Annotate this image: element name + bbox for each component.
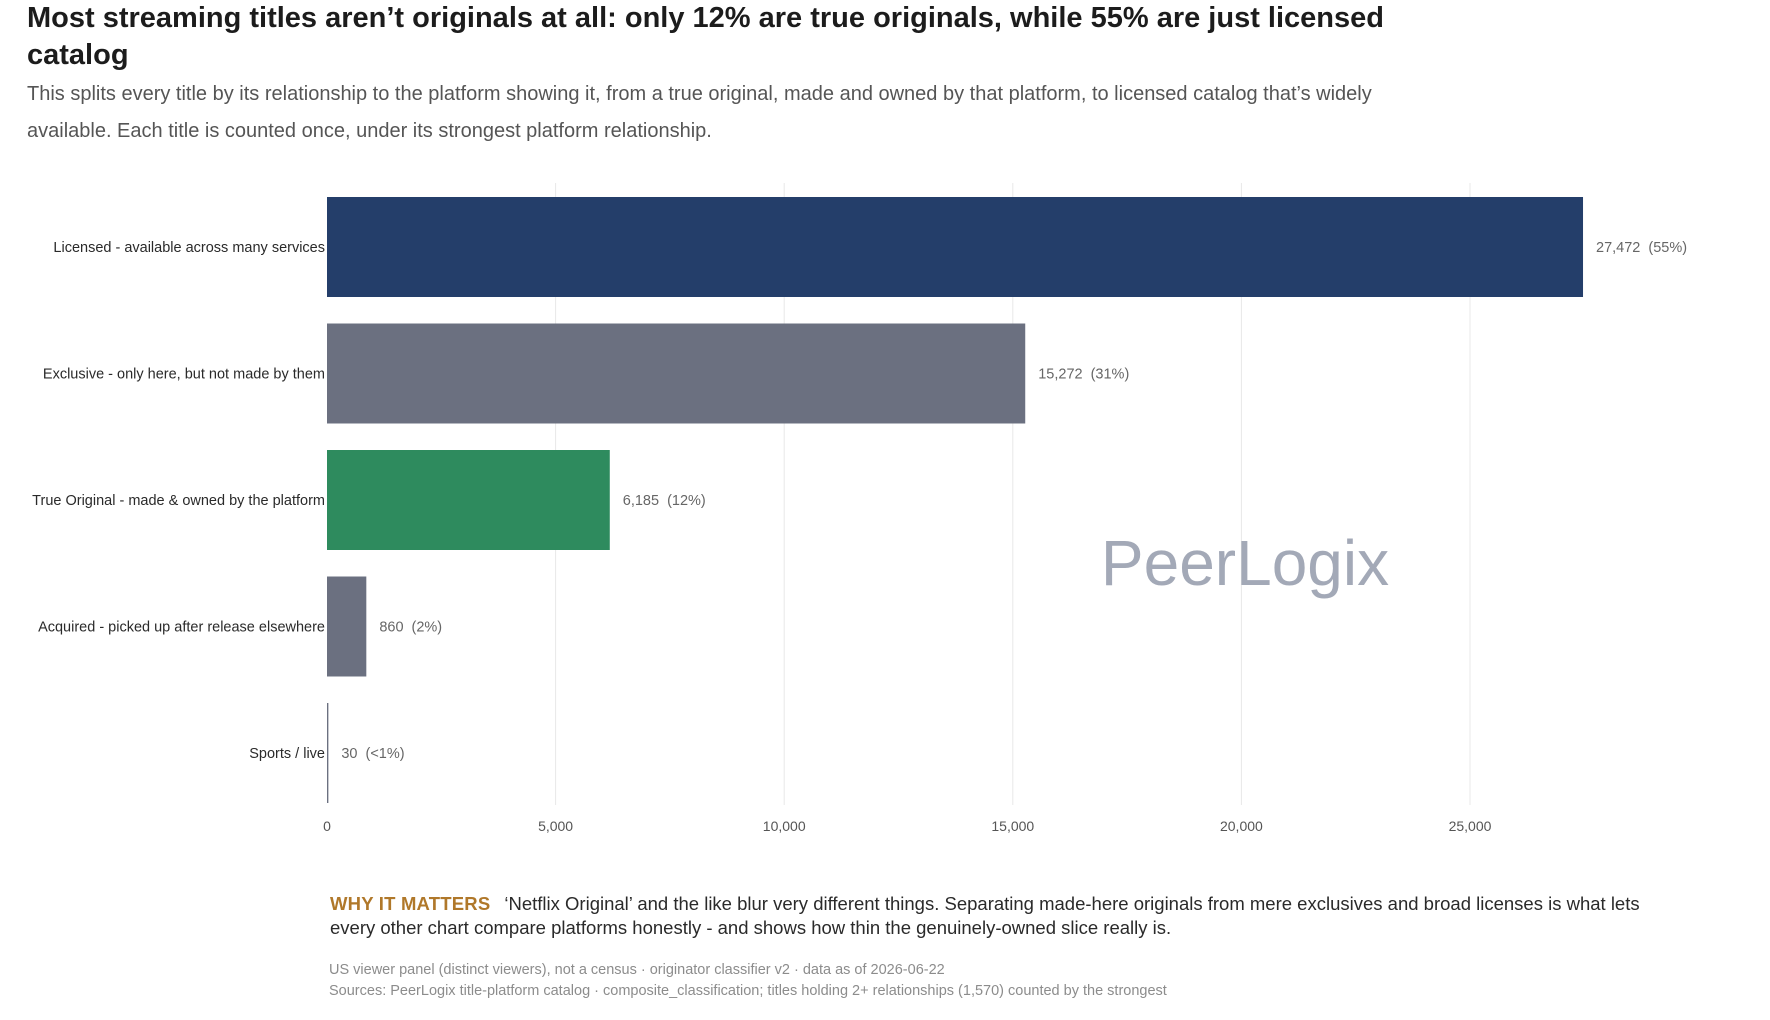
x-tick-label: 15,000: [991, 818, 1034, 834]
x-tick-label: 5,000: [538, 818, 573, 834]
category-label: True Original - made & owned by the plat…: [32, 493, 325, 509]
footnote-sources: Sources: PeerLogix title-platform catalo…: [329, 983, 1167, 999]
value-share: (12%): [667, 493, 706, 509]
value-labels: 27,472 (55%) 15,272 (31%) 6,185 (12%) 860 (2%) 3…: [341, 240, 1687, 762]
x-tick-label: 25,000: [1449, 818, 1492, 834]
bar: [327, 197, 1584, 297]
why-it-matters-label: WHY IT MATTERS: [330, 893, 491, 914]
value-label: 30 (<1%): [341, 746, 404, 762]
value-count: 860: [379, 620, 403, 636]
bar: [327, 576, 367, 677]
x-tick-label: 20,000: [1220, 818, 1263, 834]
chart-subtitle: This splits every title by its relations…: [27, 83, 1372, 142]
value-count: 27,472: [1596, 240, 1640, 256]
value-label: 860 (2%): [379, 620, 442, 636]
why-it-matters-text: ‘Netflix Original’ and the like blur ver…: [330, 893, 1640, 938]
category-label: Acquired - picked up after release elsew…: [38, 620, 325, 636]
category-label: Licensed - available across many service…: [53, 240, 325, 256]
horizontal-bar-chart: PeerLogix Licensed - available across ma…: [32, 183, 1687, 834]
value-share: (2%): [412, 620, 443, 636]
x-tick-label: 0: [323, 818, 331, 834]
value-label: 15,272 (31%): [1038, 367, 1129, 383]
x-axis: 0 5,000 10,000 15,000 20,000 25,000: [323, 818, 1492, 834]
category-label: Sports / live: [249, 746, 325, 762]
bars: [327, 197, 1584, 803]
value-share: (55%): [1648, 240, 1687, 256]
bar: [327, 703, 329, 803]
category-labels: Licensed - available across many service…: [32, 240, 325, 762]
value-count: 15,272: [1038, 367, 1082, 383]
why-it-matters-note: WHY IT MATTERS ‘Netflix Original’ and the…: [330, 892, 1670, 940]
bar: [327, 450, 610, 550]
value-share: (<1%): [366, 746, 405, 762]
watermark-logo: PeerLogix: [1101, 527, 1389, 599]
footnote-methodology: US viewer panel (distinct viewers), not …: [329, 962, 945, 978]
value-count: 30: [341, 746, 357, 762]
chart-title: Most streaming titles aren’t originals a…: [27, 2, 1384, 71]
value-share: (31%): [1091, 367, 1130, 383]
value-count: 6,185: [623, 493, 659, 509]
value-label: 6,185 (12%): [623, 493, 706, 509]
x-tick-label: 10,000: [763, 818, 806, 834]
bar: [327, 323, 1026, 424]
category-label: Exclusive - only here, but not made by t…: [43, 367, 325, 383]
value-label: 27,472 (55%): [1596, 240, 1687, 256]
